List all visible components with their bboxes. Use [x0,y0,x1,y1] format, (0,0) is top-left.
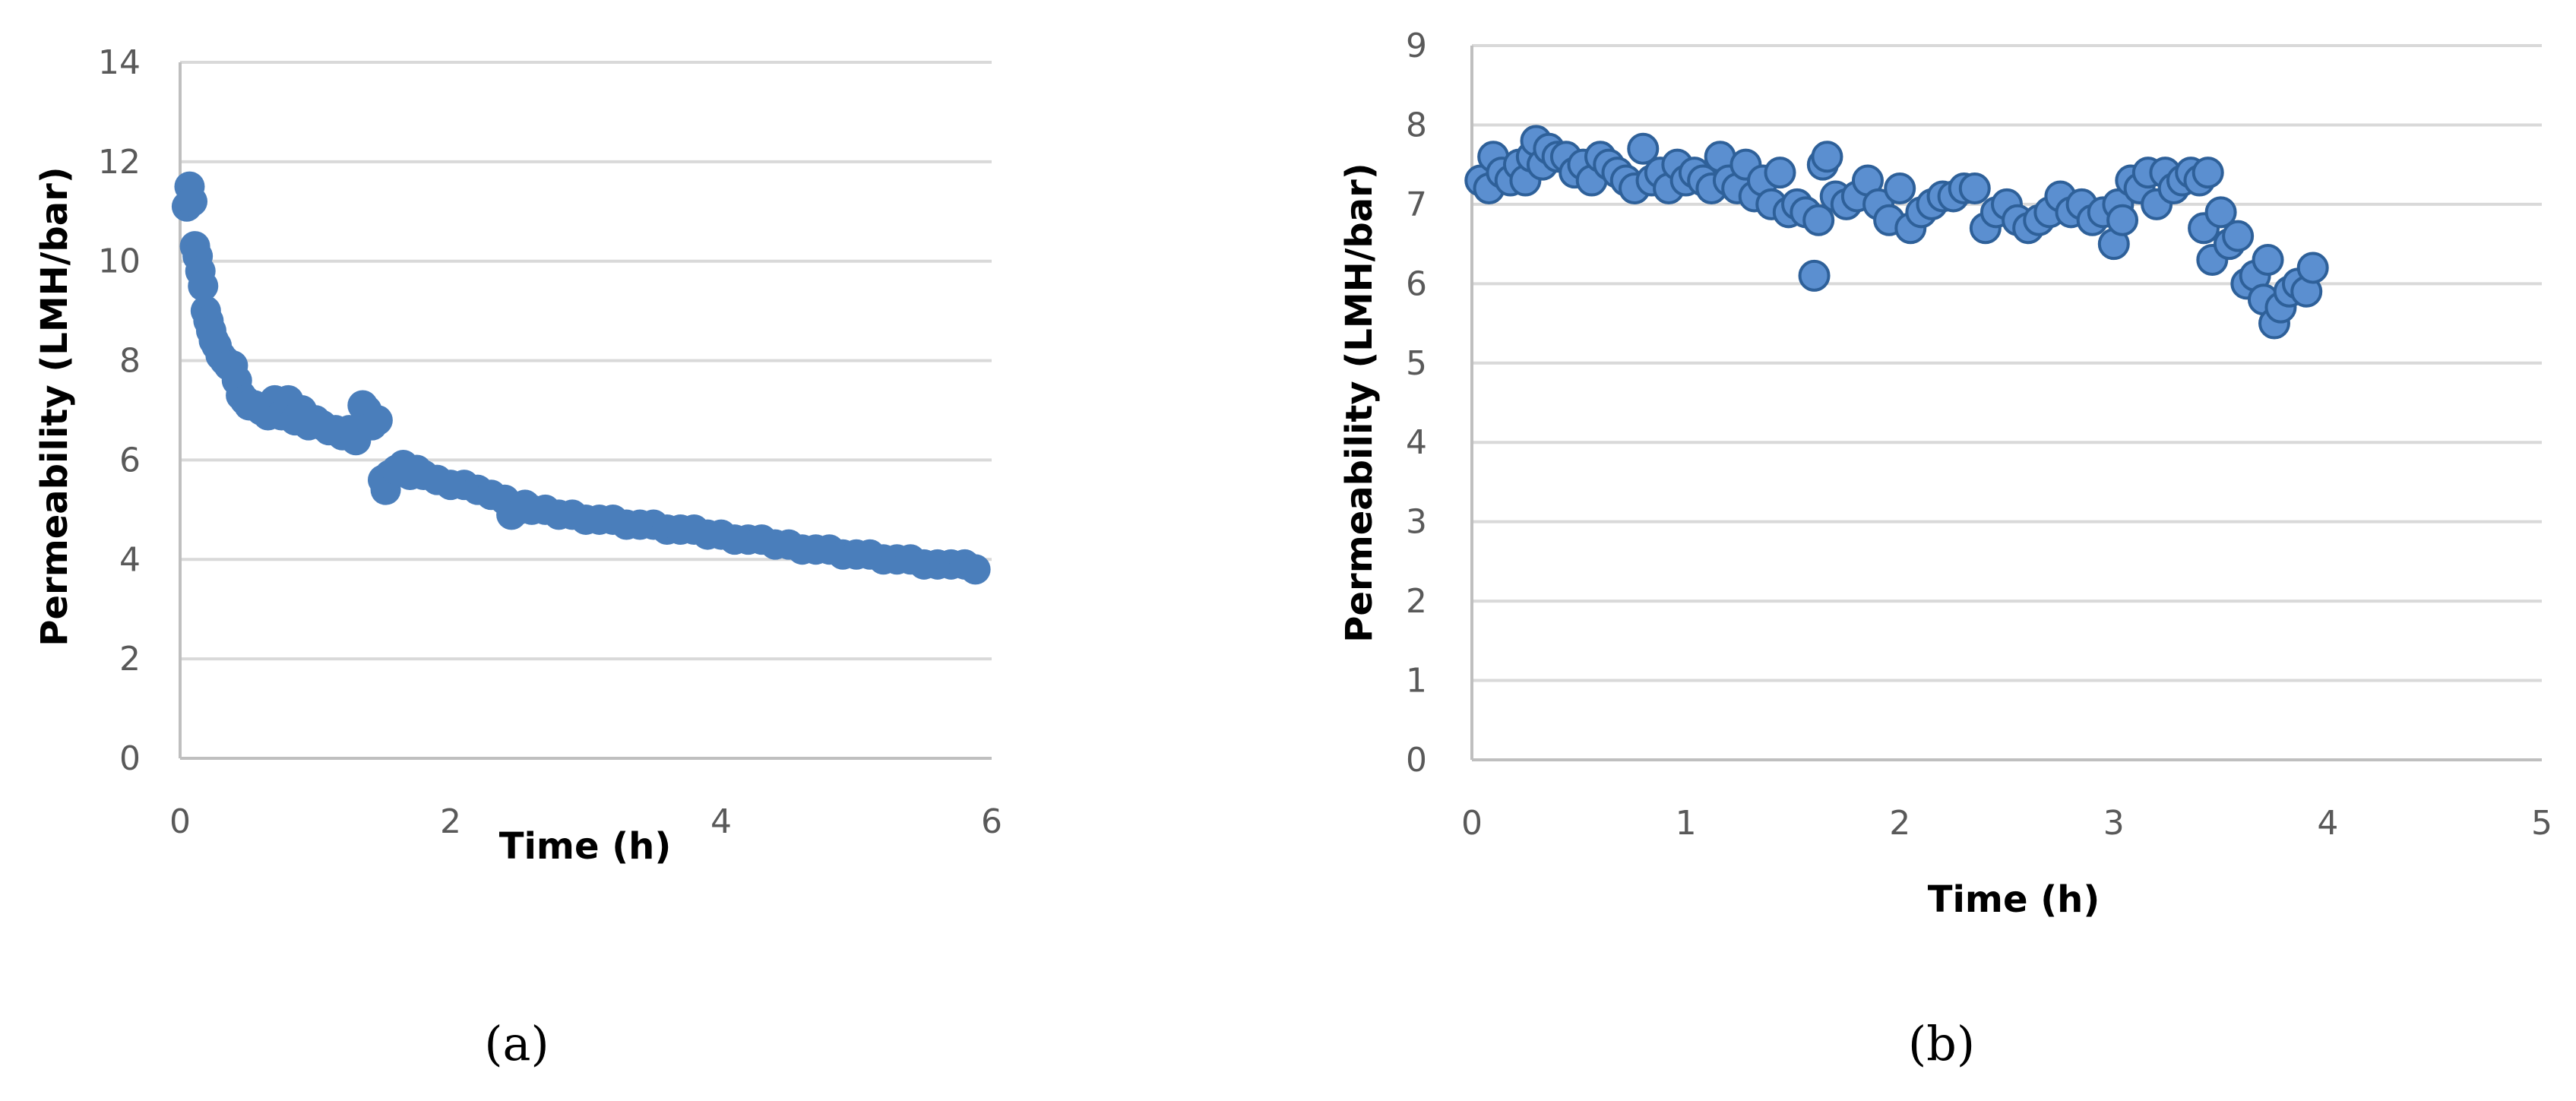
panel-caption-b: (b) [1908,1016,1975,1071]
x-tick-label-b: 4 [2317,804,2338,843]
data-point-a [177,186,208,217]
y-axis-title-b: Permeability (LMH/bar) [1338,163,1381,642]
data-point-a [960,554,991,585]
y-tick-label-b: 2 [1406,582,1427,621]
y-tick-label-b: 9 [1406,27,1427,65]
x-tick-labels-a: 0 2 4 6 [169,802,1002,841]
y-tick-label-b: 0 [1406,741,1427,780]
y-tick-label-b: 8 [1406,106,1427,144]
y-tick-label-b: 3 [1406,503,1427,542]
data-point-b [2222,220,2255,252]
data-points-a [171,171,991,585]
data-points-b [1464,125,2329,340]
data-point-a [362,405,393,436]
y-tick-label-a: 2 [119,640,141,679]
x-tick-label-a: 6 [981,802,1002,841]
y-tick-label-a: 4 [119,540,141,579]
y-tick-label-b: 5 [1406,344,1427,383]
y-tick-labels-a: 0 2 4 6 8 10 12 14 [98,43,141,778]
chart-panel-b: 0 1 2 3 4 5 6 7 8 9 0 1 2 3 4 5 Time (h) Permeability … [1338,27,2552,1071]
x-tick-label-a: 2 [440,802,461,841]
y-tick-label-a: 6 [119,441,141,479]
x-tick-label-b: 2 [1889,804,1910,843]
data-point-b [1627,132,1660,165]
data-point-b [1811,141,1843,173]
data-point-a [188,271,219,302]
x-tick-label-a: 4 [710,802,732,841]
x-tick-label-b: 3 [2103,804,2125,843]
data-point-b [1802,204,1835,236]
data-point-b [2252,244,2284,276]
x-axis-title-b: Time (h) [1928,878,2100,921]
data-point-b [2191,157,2224,189]
chart-panel-a: 0 2 4 6 8 10 12 14 0 2 4 6 Time (h) Permeability (… [33,43,1002,1071]
y-tick-labels-b: 0 1 2 3 4 5 6 7 8 9 [1406,27,1427,780]
x-tick-label-b: 5 [2531,804,2552,843]
y-tick-label-a: 12 [98,143,141,182]
y-tick-label-a: 10 [98,242,141,281]
data-point-b [2106,204,2139,236]
x-tick-labels-b: 0 1 2 3 4 5 [1461,804,2552,843]
data-point-b [1764,157,1796,189]
y-tick-label-a: 14 [98,43,141,82]
x-tick-label-a: 0 [169,802,191,841]
data-point-b [1884,172,1916,204]
y-tick-label-b: 4 [1406,423,1427,462]
gridlines-a [180,61,992,661]
y-tick-label-b: 6 [1406,264,1427,303]
axes-b [1470,46,2542,761]
y-axis-title-a: Permeability (LMH/bar) [33,166,76,646]
x-tick-label-b: 0 [1461,804,1483,843]
data-point-b [1798,259,1831,292]
y-tick-label-b: 7 [1406,185,1427,224]
y-tick-label-b: 1 [1406,662,1427,701]
y-tick-label-a: 0 [119,739,141,778]
data-point-b [2204,196,2237,229]
x-axis-title-a: Time (h) [499,825,672,868]
x-tick-label-b: 1 [1676,804,1697,843]
y-tick-label-a: 8 [119,342,141,381]
data-point-b [2296,252,2329,284]
panel-caption-a: (a) [484,1016,549,1071]
data-point-b [1958,172,1991,204]
